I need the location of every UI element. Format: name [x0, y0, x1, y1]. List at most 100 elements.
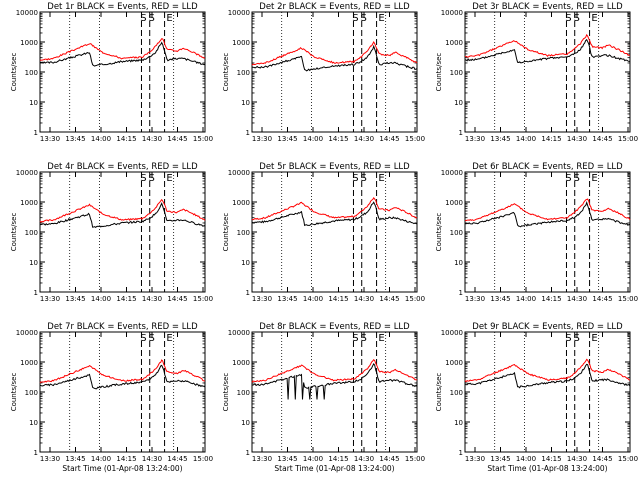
lld-series-line	[39, 38, 206, 61]
x-tick-label: 14:00	[91, 135, 111, 143]
marker-label: S	[574, 13, 580, 24]
y-tick-label: 1	[459, 129, 463, 137]
panel-title: Det 9r BLACK = Events, RED = LLD	[472, 322, 623, 332]
y-tick-label: 1	[459, 289, 463, 297]
x-tick-label: 14:00	[91, 455, 111, 463]
lld-series-line	[464, 198, 631, 222]
x-tick-label: 13:30	[252, 295, 272, 303]
y-axis-label: Counts/sec	[222, 373, 230, 412]
x-tick-label: 14:30	[142, 455, 162, 463]
x-tick-label: 14:15	[541, 295, 561, 303]
x-tick-label: 13:30	[40, 135, 60, 143]
x-tick-label: 15:00	[618, 455, 638, 463]
events-series-line	[251, 201, 418, 227]
y-axis-label: Counts/sec	[10, 53, 18, 92]
events-series-line	[464, 38, 631, 64]
x-tick-label: 14:45	[167, 295, 187, 303]
lld-series-line	[39, 359, 205, 384]
panel-det-7: Det 7r BLACK = Events, RED = LLD 1 10 100 10…	[10, 322, 213, 473]
marker-label: S	[565, 333, 571, 344]
marker-label: S	[352, 173, 358, 184]
marker-label: S	[149, 333, 155, 344]
x-tick-label: 13:30	[465, 295, 485, 303]
panel-det-6: Det 6r BLACK = Events, RED = LLD 1 10 100 10…	[435, 162, 638, 303]
lld-series-line	[251, 358, 417, 383]
y-tick-label: 1	[34, 289, 38, 297]
panel-title: Det 4r BLACK = Events, RED = LLD	[47, 162, 198, 172]
x-tick-label: 14:15	[116, 455, 136, 463]
y-tick-label: 100	[25, 69, 38, 77]
plot-frame	[251, 11, 418, 133]
y-tick-label: 10	[29, 259, 38, 267]
events-series-line	[464, 201, 631, 228]
x-tick-label: 14:30	[567, 295, 587, 303]
y-tick-label: 1000	[20, 199, 38, 207]
x-tick-label: 14:45	[167, 135, 187, 143]
y-tick-label: 100	[450, 389, 463, 397]
events-series-line	[465, 363, 631, 389]
y-tick-label: 1	[246, 129, 250, 137]
x-tick-label: 13:30	[465, 455, 485, 463]
x-tick-label: 14:00	[303, 455, 323, 463]
events-series-line	[39, 364, 206, 390]
panel-det-9: Det 9r BLACK = Events, RED = LLD 1 10 100 10…	[435, 322, 638, 473]
plot-frame	[251, 331, 418, 453]
lld-series-line	[464, 358, 630, 383]
x-tick-label: 13:45	[277, 135, 297, 143]
marker-label: E	[166, 333, 172, 344]
y-tick-label: 10	[241, 99, 250, 107]
x-tick-label: 14:15	[116, 295, 136, 303]
x-tick-label: 14:15	[328, 135, 348, 143]
y-tick-label: 10	[29, 99, 38, 107]
x-tick-label: 14:00	[303, 135, 323, 143]
y-tick-label: 10000	[441, 329, 463, 337]
panel-title: Det 8r BLACK = Events, RED = LLD	[259, 322, 410, 332]
y-tick-label: 10000	[16, 329, 38, 337]
y-tick-label: 1000	[20, 359, 38, 367]
x-tick-label: 13:45	[490, 455, 510, 463]
marker-label: S	[574, 333, 580, 344]
y-tick-label: 10000	[228, 329, 250, 337]
x-axis-label: Start Time (01-Apr-08 13:24:00)	[487, 464, 607, 473]
x-tick-label: 13:45	[65, 455, 85, 463]
panel-title: Det 3r BLACK = Events, RED = LLD	[472, 2, 623, 12]
plot-frame	[39, 11, 206, 133]
y-axis-label: Counts/sec	[10, 373, 18, 412]
y-tick-label: 10	[241, 419, 250, 427]
y-tick-label: 10000	[16, 9, 38, 17]
x-tick-label: 14:15	[328, 455, 348, 463]
lld-series-line	[251, 197, 418, 221]
x-tick-label: 15:00	[618, 135, 638, 143]
plot-frame	[39, 331, 206, 453]
x-tick-label: 15:00	[193, 295, 213, 303]
y-tick-label: 100	[237, 389, 250, 397]
plot-frame	[464, 331, 631, 453]
marker-label: S	[352, 13, 358, 24]
y-axis-label: Counts/sec	[222, 213, 230, 252]
x-tick-label: 13:45	[65, 295, 85, 303]
x-tick-label: 14:15	[541, 135, 561, 143]
x-tick-label: 14:45	[592, 295, 612, 303]
y-tick-label: 1	[246, 449, 250, 457]
y-axis-label: Counts/sec	[435, 53, 443, 92]
y-tick-label: 100	[237, 69, 250, 77]
y-tick-label: 10	[454, 99, 463, 107]
x-tick-label: 13:45	[277, 455, 297, 463]
y-tick-label: 10	[454, 259, 463, 267]
y-axis-label: Counts/sec	[10, 213, 18, 252]
lld-series-line	[465, 33, 631, 58]
marker-label: S	[149, 173, 155, 184]
x-tick-label: 14:30	[142, 295, 162, 303]
marker-label: E	[378, 13, 384, 24]
marker-label: S	[565, 173, 571, 184]
plot-frame	[39, 171, 206, 293]
y-tick-label: 10000	[441, 9, 463, 17]
events-series-line	[251, 44, 418, 72]
y-tick-label: 10000	[228, 9, 250, 17]
y-tick-label: 100	[237, 229, 250, 237]
x-tick-label: 15:00	[618, 295, 638, 303]
plot-frame	[251, 171, 418, 293]
y-tick-label: 1	[246, 289, 250, 297]
panel-title: Det 2r BLACK = Events, RED = LLD	[259, 2, 410, 12]
